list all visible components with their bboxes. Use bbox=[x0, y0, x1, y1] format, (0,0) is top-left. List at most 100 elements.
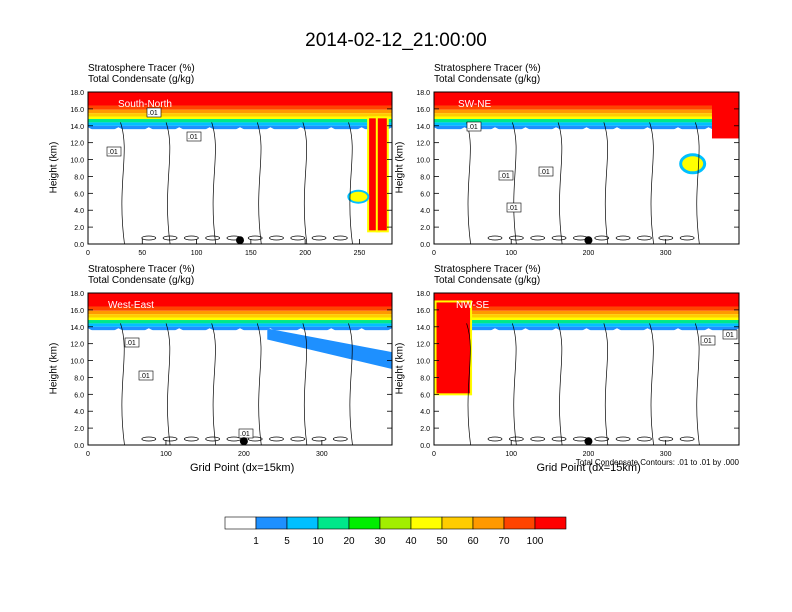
svg-text:.01: .01 bbox=[508, 205, 518, 212]
tropospheric-region bbox=[434, 127, 739, 244]
x-tick-label: 200 bbox=[583, 250, 595, 257]
contour-ring bbox=[205, 235, 220, 241]
region-label: West-East bbox=[108, 300, 154, 311]
panel-title-tracer: Stratosphere Tracer (%) bbox=[88, 63, 195, 74]
y-tick-label: 8.0 bbox=[420, 375, 430, 382]
svg-text:.01: .01 bbox=[140, 373, 150, 380]
y-tick-label: 10.0 bbox=[416, 158, 430, 165]
contour-label: .01 bbox=[238, 428, 254, 439]
contour-ring bbox=[508, 436, 524, 442]
contour-line bbox=[695, 323, 700, 445]
tropospheric-region bbox=[88, 127, 392, 244]
region-label: South-North bbox=[118, 99, 172, 110]
y-tick-label: 0.0 bbox=[74, 443, 84, 450]
contour-ring bbox=[184, 436, 199, 442]
x-tick-label: 100 bbox=[191, 250, 203, 257]
tracer-band bbox=[88, 105, 392, 110]
contour-line bbox=[649, 323, 654, 445]
tracer-band bbox=[88, 320, 392, 324]
tracer-band bbox=[88, 306, 392, 311]
contour-ring bbox=[551, 436, 567, 442]
contour-label: .01 bbox=[498, 170, 514, 181]
tracer-band bbox=[88, 109, 392, 114]
svg-text:.01: .01 bbox=[148, 110, 158, 117]
tracer-band bbox=[88, 119, 392, 123]
x-tick-label: 200 bbox=[238, 451, 250, 458]
tracer-field bbox=[434, 293, 739, 445]
contour-line bbox=[603, 122, 609, 244]
colorbar-swatch bbox=[317, 516, 350, 530]
condensate-contours bbox=[120, 323, 353, 445]
contour-ring bbox=[247, 235, 263, 241]
contour-line bbox=[557, 122, 563, 244]
contour-ring bbox=[332, 235, 348, 241]
tracer-band bbox=[434, 119, 739, 123]
contour-line bbox=[649, 122, 654, 244]
contour-ring bbox=[530, 436, 546, 442]
tracer-band bbox=[88, 314, 392, 318]
contour-ring bbox=[269, 436, 284, 442]
y-tick-label: 4.0 bbox=[74, 409, 84, 416]
y-tick-label: 4.0 bbox=[420, 208, 430, 215]
colorbar-swatches bbox=[224, 516, 567, 530]
contour-ring bbox=[530, 235, 546, 241]
contour-line bbox=[120, 323, 125, 445]
tracer-blob bbox=[679, 153, 707, 175]
contour-label: .01 bbox=[138, 370, 154, 381]
colorbar-swatch bbox=[224, 516, 257, 530]
x-tick-label: 0 bbox=[86, 250, 90, 257]
colorbar-label: 70 bbox=[498, 536, 510, 547]
colorbar-label: 5 bbox=[284, 536, 290, 547]
contour-ring bbox=[290, 436, 306, 442]
y-tick-label: 12.0 bbox=[70, 141, 84, 148]
svg-text:.01: .01 bbox=[188, 134, 198, 141]
svg-text:.01: .01 bbox=[108, 149, 118, 156]
x-axis-label: Grid Point (dx=15km) bbox=[190, 462, 295, 474]
colorbar-swatch bbox=[379, 516, 412, 530]
tracer-band bbox=[88, 293, 392, 307]
tracer-field bbox=[434, 92, 739, 244]
colorbar-swatch bbox=[472, 516, 505, 530]
contour-ring bbox=[594, 235, 610, 241]
contour-ring bbox=[205, 436, 220, 442]
contour-footnote: Total Condensate Contours: .01 to .01 by… bbox=[575, 458, 739, 467]
x-tick-label: 300 bbox=[660, 451, 672, 458]
colorbar-label: 100 bbox=[526, 536, 544, 547]
contour-line bbox=[348, 323, 353, 445]
contour-line bbox=[256, 122, 262, 244]
colorbar-swatch bbox=[441, 516, 474, 530]
contour-line bbox=[256, 323, 262, 445]
x-axis-label: Grid Point (dx=15km) bbox=[536, 462, 641, 474]
colorbar-label: 1 bbox=[253, 536, 259, 547]
contour-ring bbox=[615, 235, 631, 241]
contour-line bbox=[466, 122, 471, 244]
contour-ring bbox=[311, 235, 327, 241]
contour-ring bbox=[679, 235, 695, 241]
x-tick-label: 100 bbox=[505, 451, 517, 458]
contour-line bbox=[557, 323, 563, 445]
x-tick-label: 100 bbox=[160, 451, 172, 458]
tracer-band bbox=[434, 109, 739, 114]
y-tick-label: 0.0 bbox=[74, 242, 84, 249]
x-tick-label: 300 bbox=[660, 250, 672, 257]
contour-line bbox=[211, 323, 217, 445]
y-tick-label: 8.0 bbox=[74, 174, 84, 181]
y-tick-label: 16.0 bbox=[416, 107, 430, 114]
tracer-band bbox=[88, 317, 392, 321]
y-tick-label: 4.0 bbox=[420, 409, 430, 416]
tracer-band bbox=[434, 320, 739, 324]
y-tick-label: 16.0 bbox=[416, 308, 430, 315]
y-tick-label: 8.0 bbox=[74, 375, 84, 382]
contour-ring bbox=[679, 436, 695, 442]
colorbar-swatch bbox=[410, 516, 443, 530]
colorbar-label: 20 bbox=[343, 536, 355, 547]
condensate-contours bbox=[466, 323, 700, 445]
contour-ring bbox=[487, 436, 503, 442]
contour-line bbox=[348, 122, 353, 244]
x-tick-label: 0 bbox=[432, 451, 436, 458]
y-tick-label: 6.0 bbox=[420, 191, 430, 198]
y-tick-label: 18.0 bbox=[416, 90, 430, 97]
tropospheric-region bbox=[434, 328, 739, 445]
tracer-band bbox=[434, 310, 739, 315]
contour-ring bbox=[247, 436, 263, 442]
